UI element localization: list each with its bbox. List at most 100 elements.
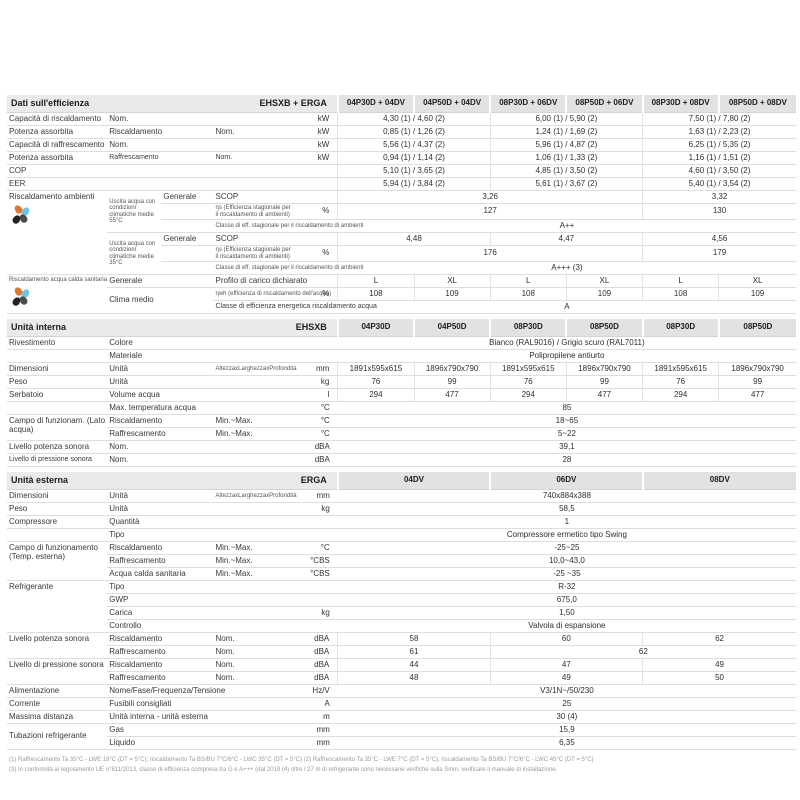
table-row: Raffrescamento Nom. dBA 61 62 bbox=[7, 645, 796, 659]
table-cell: Unità bbox=[107, 362, 214, 376]
table-row: Carica kg 1,50 bbox=[7, 606, 796, 620]
table-cell bbox=[293, 349, 338, 363]
table-cell bbox=[293, 190, 338, 204]
table-cell: 4,30 (1) / 4,60 (2) bbox=[337, 112, 491, 126]
table-cell: Min.~Max. bbox=[213, 554, 294, 568]
table-cell: 6,35 bbox=[337, 736, 796, 750]
table-row: Controllo Valvola di espansione bbox=[7, 619, 796, 633]
table-cell: Dimensioni bbox=[7, 489, 108, 503]
table-cell: mm bbox=[293, 362, 338, 376]
model-column-header: 04P30D bbox=[336, 319, 414, 337]
table-cell: 130 bbox=[642, 203, 796, 220]
table-cell: Nom. bbox=[213, 151, 294, 165]
table-cell: Min.~Max. bbox=[213, 414, 294, 428]
table-cell: Generale bbox=[161, 232, 214, 246]
table-cell: kg bbox=[293, 606, 338, 620]
table-cell: 109 bbox=[565, 287, 643, 301]
table-row: Tipo Compressore ermetico tipo Swing bbox=[7, 528, 796, 542]
spec-tables: Dati sull'efficienza EHSXB + ERGA 04P30D +… bbox=[7, 95, 796, 750]
table-cell: 1891x595x615 bbox=[337, 362, 414, 376]
table-row: Massima distanza Unità interna - unità es… bbox=[7, 710, 796, 724]
table-cell: dBA bbox=[293, 632, 338, 646]
table-row: Raffrescamento Min.~Max. °C 5~22 bbox=[7, 427, 796, 441]
table-row: Potenza assorbita Raffrescamento Nom. kW 0,9… bbox=[7, 151, 796, 165]
table-row: Riscaldamento ambienti Uscita acqua con c… bbox=[7, 190, 796, 275]
table-cell: Colore bbox=[107, 336, 294, 350]
table-cell: 1 bbox=[337, 515, 796, 529]
table-row: Classe di eff. stagionale per il riscald… bbox=[7, 219, 796, 233]
table-cell: 6,25 (1) / 5,35 (2) bbox=[642, 138, 796, 152]
table-cell: Potenza assorbita bbox=[7, 125, 108, 139]
table-row: Classe di efficienza energetica riscalda… bbox=[7, 300, 796, 314]
table-row: GWP 675,0 bbox=[7, 593, 796, 607]
table-cell: 109 bbox=[413, 287, 491, 301]
table-cell: XL bbox=[565, 274, 643, 288]
table-cell: Min.~Max. bbox=[213, 541, 294, 555]
table-cell: Riscaldamento bbox=[107, 541, 214, 555]
table-cell: Liquido bbox=[107, 736, 294, 750]
spec-table-indoor-unit: Unità interna EHSXB 04P30D 04P50D 08P30D 08P5… bbox=[7, 319, 796, 467]
table-row: Corrente Fusibili consigliati A 25 bbox=[7, 697, 796, 711]
dhw-icon bbox=[11, 285, 31, 307]
table-cell: Tipo bbox=[107, 580, 294, 594]
table-cell: kW bbox=[293, 151, 338, 165]
table-cell: Tipo bbox=[107, 528, 294, 542]
table-cell: Unità interna - unità esterna bbox=[107, 710, 294, 724]
spec-table-outdoor-unit: Unità esterna ERGA 04DV 06DV 08DV Dimensioni U… bbox=[7, 472, 796, 750]
section-header-efficiency: Dati sull'efficienza EHSXB + ERGA 04P30D +… bbox=[7, 95, 796, 113]
table-row: Raffrescamento Nom. dBA 48 49 50 bbox=[7, 671, 796, 685]
table-cell bbox=[161, 203, 214, 220]
model-column-header: 04P30D + 04DV bbox=[336, 95, 414, 113]
table-row: COP 5,10 (1) / 3,65 (2) 4,85 (1) / 3,50 (2… bbox=[7, 164, 796, 178]
table-cell: 0,85 (1) / 1,26 (2) bbox=[337, 125, 491, 139]
section-title: Unità interna EHSXB bbox=[7, 319, 338, 337]
table-cell: Acqua calda sanitaria bbox=[107, 567, 214, 581]
table-cell: 50 bbox=[642, 671, 796, 685]
table-cell: Riscaldamento bbox=[107, 125, 214, 139]
table-cell: % bbox=[293, 203, 338, 220]
table-cell: 179 bbox=[642, 245, 796, 262]
table-cell: dBA bbox=[293, 658, 338, 672]
table-row: Peso Unità kg 58,5 bbox=[7, 502, 796, 516]
footnote-line: (3) In conformità al regolamento UE n°81… bbox=[9, 767, 558, 773]
table-cell: Nom. bbox=[107, 138, 214, 152]
table-cell: Livello di pressione sonora bbox=[7, 453, 108, 467]
model-column-header: 06DV bbox=[489, 472, 643, 490]
row-group-label: Riscaldamento ambienti bbox=[7, 190, 108, 275]
table-cell: 109 bbox=[718, 287, 796, 301]
table-cell: 1896x790x790 bbox=[718, 362, 796, 376]
table-cell: 5,61 (1) / 3,67 (2) bbox=[489, 177, 643, 191]
table-row: Livello potenza sonora Riscaldamento Nom. d… bbox=[7, 632, 796, 659]
table-cell: Carica bbox=[107, 606, 294, 620]
heating-icon bbox=[11, 203, 31, 225]
table-row: Campo di funzionam. (Lato acqua) Riscalda… bbox=[7, 414, 796, 441]
table-cell bbox=[161, 245, 214, 262]
table-cell: Riscaldamento bbox=[107, 414, 214, 428]
model-column-header: 04P50D bbox=[412, 319, 491, 337]
table-cell: Polipropilene antiurto bbox=[337, 349, 796, 363]
table-cell: kW bbox=[293, 125, 338, 139]
table-cell: Capacità di raffrescamento bbox=[7, 138, 108, 152]
table-row: Capacità di riscaldamento Nom. kW 4,30 (1) … bbox=[7, 112, 796, 126]
table-cell: Gas bbox=[107, 723, 294, 737]
table-cell: Unità bbox=[107, 489, 214, 503]
table-row: Campo di funzionamento (Temp. esterna) Ri… bbox=[7, 541, 796, 581]
table-row: Livello potenza sonora Nom. dBA 39,1 bbox=[7, 440, 796, 454]
table-cell: kg bbox=[293, 502, 338, 516]
table-cell: Nom. bbox=[213, 632, 294, 646]
table-cell: Generale bbox=[107, 274, 214, 288]
table-cell: Campo di funzionamento (Temp. esterna) bbox=[7, 541, 108, 581]
table-cell bbox=[293, 528, 338, 542]
table-cell: Livello di pressione sonora bbox=[7, 658, 108, 685]
table-cell: Peso bbox=[7, 375, 108, 389]
table-row: Classe di eff. stagionale per il riscald… bbox=[7, 261, 796, 275]
model-series-label: EHSXB bbox=[295, 322, 327, 333]
table-cell bbox=[293, 515, 338, 529]
table-cell: 76 bbox=[337, 375, 414, 389]
model-column-header: 08P30D + 08DV bbox=[641, 95, 719, 113]
spec-sheet: Dati sull'efficienza EHSXB + ERGA 04P30D +… bbox=[7, 95, 796, 775]
table-row: ηs (Efficienza stagionale per il riscald… bbox=[7, 245, 796, 262]
table-cell: 477 bbox=[718, 388, 796, 402]
table-cell: Unità bbox=[107, 502, 214, 516]
table-cell: 5,96 (1) / 4,87 (2) bbox=[489, 138, 643, 152]
